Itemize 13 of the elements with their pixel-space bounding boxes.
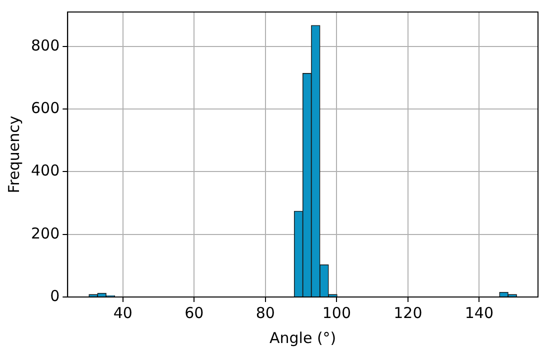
y-tick-label: 200	[30, 224, 60, 242]
y-tick-label: 0	[50, 286, 60, 305]
y-axis-title: Frequency	[4, 116, 23, 194]
x-tick-label: 60	[184, 304, 204, 322]
y-tick-label: 400	[30, 162, 60, 180]
x-tick-label: 120	[394, 304, 422, 322]
y-tick-label: 800	[30, 36, 60, 54]
y-tick-label: 600	[30, 98, 60, 117]
x-tick-label: 80	[256, 304, 275, 322]
x-tick-label: 140	[464, 304, 494, 322]
x-tick-label: 40	[113, 304, 132, 322]
x-tick-label: 100	[322, 304, 351, 322]
x-axis-title: Angle (°)	[269, 328, 336, 347]
